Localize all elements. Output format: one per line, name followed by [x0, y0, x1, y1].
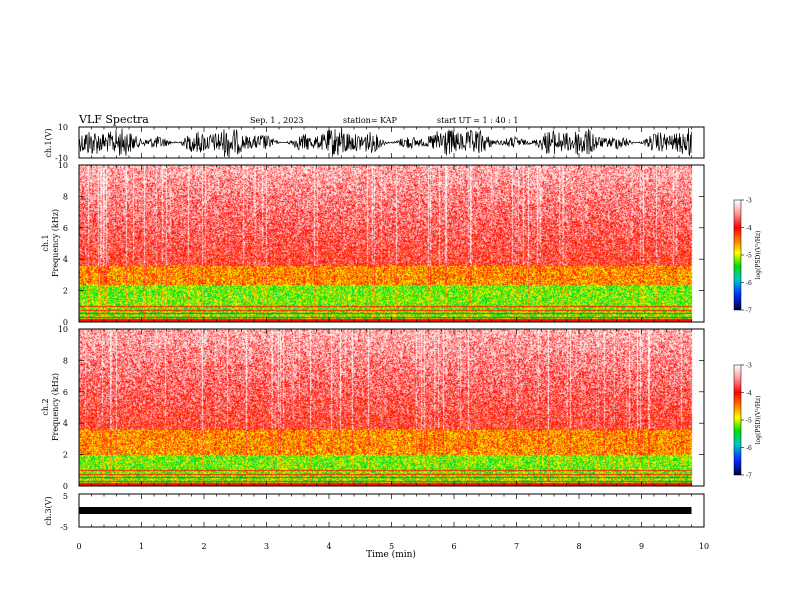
frequency-ytick-label: 2 [63, 451, 68, 460]
ch3-waveform-ylabel: ch.3(V) [44, 496, 53, 525]
colorbar-tick-label: -7 [746, 473, 752, 480]
frequency-ytick-label: 8 [63, 192, 68, 201]
ch2-frequency-ylabel: Frequency (kHz) [51, 373, 60, 441]
time-xtick-label: 7 [514, 542, 519, 551]
ch2-colorbar-ticks: -3 -4 -5 -6 -7 [741, 363, 752, 480]
frequency-ytick-label: 10 [58, 161, 68, 170]
time-xtick-label: 1 [139, 542, 144, 551]
time-xtick-label: 2 [201, 542, 206, 551]
time-xtick-label: 0 [76, 542, 81, 551]
date-label: Sep. 1 , 2023 [250, 116, 304, 125]
time-xtick-label: 5 [389, 542, 394, 551]
colorbar-tick-label: -3 [746, 363, 752, 370]
ch1-colorbar-ticks: -3 -4 -5 -6 -7 [741, 198, 752, 315]
ch1-waveform-ticks [78, 127, 705, 158]
ch2-spectrogram-ytick-labels: 10 8 6 4 2 0 [58, 325, 704, 491]
frequency-ytick-label: 0 [63, 318, 68, 327]
time-xtick-label: 8 [576, 542, 581, 551]
ch1-channel-label: ch.1 [41, 234, 50, 251]
time-xtick-label: 9 [639, 542, 644, 551]
ch1-ytick-bottom: -10 [55, 154, 68, 163]
frequency-ytick-label: 2 [63, 287, 68, 296]
ch1-spectrogram-ytick-labels: 10 8 6 4 2 0 [58, 161, 704, 327]
frequency-ytick-label: 4 [63, 419, 68, 428]
ch3-waveform-band [79, 507, 692, 514]
colorbar-tick-label: -5 [746, 253, 752, 260]
time-xtick-label: 10 [699, 542, 709, 551]
ch1-spectrogram-heatmap [79, 165, 704, 322]
colorbar-tick-label: -4 [746, 225, 752, 232]
frequency-ytick-label: 6 [63, 224, 68, 233]
colorbar-tick-label: -4 [746, 390, 752, 397]
ch1-waveform-line [78, 127, 692, 158]
station-label: station= KAP [343, 116, 398, 125]
colorbar-tick-label: -6 [746, 445, 752, 452]
ch1-colorbar-label: log(PSD)(V²/Hz) [755, 231, 762, 280]
ch2-colorbar-label: log(PSD)(V²/Hz) [755, 396, 762, 445]
figure-title: VLF Spectra [78, 113, 149, 126]
colorbar-tick-label: -3 [746, 198, 752, 205]
ch1-waveform-panel: 10 -10 ch.1(V) [44, 123, 705, 163]
start-time-label: start UT = 1 : 40 : 1 [437, 116, 518, 125]
ch2-colorbar [733, 364, 742, 476]
ch3-waveform-panel: 5 -5 ch.3(V) 0 1 2 3 4 5 6 7 8 9 10 Time (min) [44, 492, 709, 560]
frequency-ytick-label: 6 [63, 388, 68, 397]
frequency-ytick-label: 10 [58, 325, 68, 334]
ch2-spectrogram-heatmap [79, 329, 704, 486]
frequency-ytick-label: 8 [63, 356, 68, 365]
ch2-spectrogram-ticks [78, 329, 705, 486]
time-xtick-label: 4 [326, 542, 331, 551]
ch1-colorbar [733, 199, 742, 311]
ch3-ytick-bottom: -5 [60, 523, 68, 532]
ch1-spectrogram-ticks [78, 165, 705, 322]
ch1-waveform-ylabel: ch.1(V) [44, 128, 53, 157]
colorbar-tick-label: -6 [746, 280, 752, 287]
ch2-channel-label: ch.2 [41, 398, 50, 415]
time-xlabel: Time (min) [366, 549, 416, 560]
colorbar-tick-label: -5 [746, 418, 752, 425]
time-xtick-label: 6 [451, 542, 456, 551]
ch3-ytick-top: 5 [63, 492, 68, 501]
frequency-ytick-label: 4 [63, 255, 68, 264]
time-xtick-labels: 0 1 2 3 4 5 6 7 8 9 10 [76, 542, 709, 551]
time-xtick-label: 3 [264, 542, 269, 551]
frequency-ytick-label: 0 [63, 482, 68, 491]
ch3-waveform-ticks [78, 494, 705, 527]
colorbar-tick-label: -7 [746, 308, 752, 315]
ch1-frequency-ylabel: Frequency (kHz) [51, 209, 60, 277]
ch1-ytick-top: 10 [58, 123, 68, 132]
